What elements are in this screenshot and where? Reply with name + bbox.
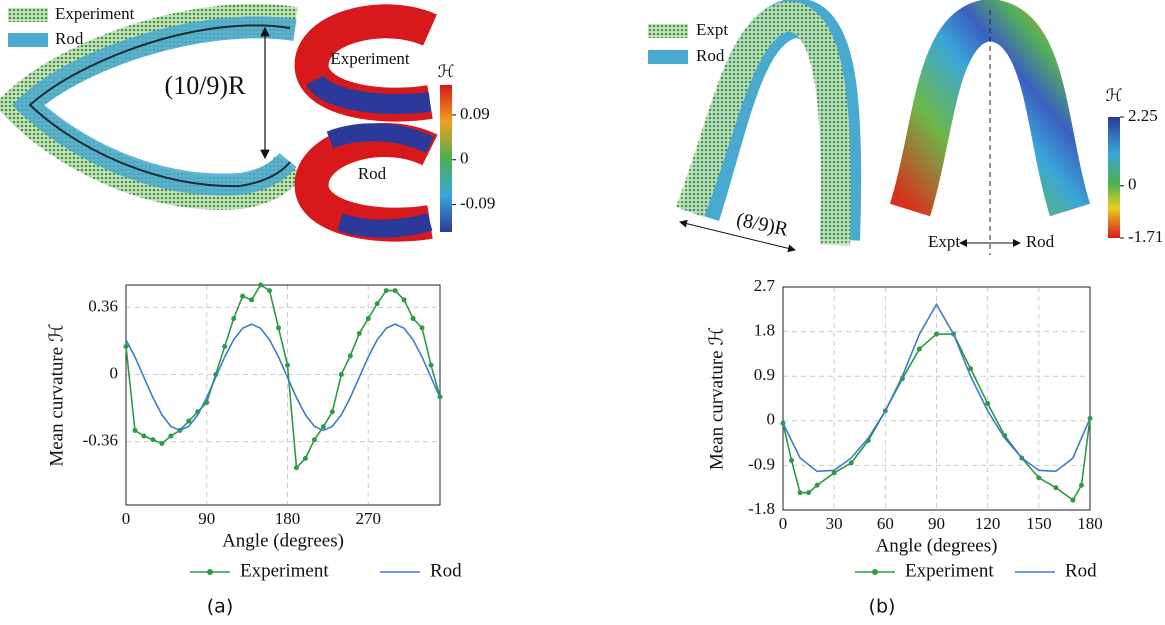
data-point: [798, 490, 803, 495]
data-point: [312, 437, 317, 442]
data-point: [258, 283, 263, 288]
y-tick-label: -1.8: [748, 499, 775, 518]
data-point: [429, 363, 434, 368]
data-point: [267, 288, 272, 293]
data-point: [294, 465, 299, 470]
x-axis-title: Angle (degrees): [222, 530, 344, 551]
data-point: [132, 428, 137, 433]
data-point: [321, 424, 326, 429]
legend-swatch: [207, 569, 213, 575]
y-tick-label: -0.36: [83, 431, 118, 450]
data-point: [303, 456, 308, 461]
legend-label: Rod: [696, 46, 725, 65]
panel-caption: (b): [869, 596, 896, 618]
dimension-label: (10/9)R: [165, 71, 247, 100]
x-tick-label: 90: [928, 514, 945, 533]
data-point: [934, 332, 939, 337]
data-point: [276, 325, 281, 330]
data-point: [917, 346, 922, 351]
colorbar-tick-label: -0.09: [460, 193, 495, 212]
data-point: [384, 288, 389, 293]
y-tick-label: -0.9: [748, 454, 775, 473]
legend-label: Experiment: [905, 560, 994, 581]
x-tick-label: 120: [975, 514, 1001, 533]
data-point: [1053, 485, 1058, 490]
data-point: [375, 301, 380, 306]
legend-label: Expt: [696, 20, 728, 39]
data-point: [1079, 483, 1084, 488]
x-tick-label: 150: [1026, 514, 1052, 533]
series-line: [126, 324, 440, 430]
data-point: [240, 294, 245, 299]
data-point: [411, 316, 416, 321]
y-tick-label: 2.7: [754, 276, 776, 295]
data-point: [789, 458, 794, 463]
x-tick-label: 60: [877, 514, 894, 533]
illustration-a: Experiment Rod (10/9)R Experiment Rod ℋ: [8, 4, 455, 232]
legend-label: Experiment: [240, 560, 329, 581]
data-point: [420, 325, 425, 330]
data-point: [150, 437, 155, 442]
data-point: [168, 434, 173, 439]
x-tick-label: 270: [355, 509, 381, 528]
y-tick-label: 0: [767, 410, 776, 429]
illustration-b: Expt Rod (8/9)R Expt Rod ℋ: [648, 10, 1123, 255]
x-tick-label: 180: [275, 509, 301, 528]
y-axis-title: Mean curvature ℋ: [46, 323, 67, 466]
x-tick-label: 30: [826, 514, 843, 533]
x-tick-label: 180: [1077, 514, 1103, 533]
data-point: [159, 441, 164, 446]
data-point: [348, 353, 353, 358]
x-tick-label: 90: [198, 509, 215, 528]
data-point: [985, 401, 990, 406]
data-point: [366, 316, 371, 321]
x-axis-title: Angle (degrees): [876, 535, 998, 556]
legend-label: Rod: [1065, 560, 1097, 581]
data-point: [330, 409, 335, 414]
y-axis-title: Mean curvature ℋ: [706, 327, 727, 470]
colorbar-label: ℋ: [438, 62, 455, 81]
data-point: [222, 344, 227, 349]
data-point: [231, 316, 236, 321]
data-point: [402, 297, 407, 302]
data-point: [285, 363, 290, 368]
colorbar-tick-label: -1.71: [1128, 227, 1163, 246]
data-point: [815, 483, 820, 488]
data-point: [849, 460, 854, 465]
data-point: [393, 288, 398, 293]
data-point: [1036, 475, 1041, 480]
legend-swatch: [872, 569, 878, 575]
data-point: [339, 372, 344, 377]
map-label: Rod: [358, 164, 387, 183]
side-label: Expt: [928, 232, 960, 251]
y-tick-label: 0.36: [88, 296, 118, 315]
data-point: [249, 297, 254, 302]
dimension-label: (8/9)R: [734, 208, 790, 241]
data-point: [357, 331, 362, 336]
colorbar-tick-label: 0.09: [460, 104, 490, 123]
side-label: Rod: [1026, 232, 1055, 251]
y-tick-label: 0: [110, 363, 119, 382]
legend-label: Experiment: [55, 4, 135, 23]
map-label: Experiment: [330, 49, 410, 68]
plot-frame: [126, 285, 440, 505]
colorbar-tick-label: 0: [1128, 175, 1137, 194]
figure: Experiment Rod (10/9)R Experiment Rod ℋ …: [0, 0, 1165, 625]
series-line: [126, 285, 440, 468]
y-tick-label: 0.9: [754, 365, 775, 384]
legend-label: Rod: [430, 560, 462, 581]
colorbar-tick-label: 2.25: [1128, 106, 1158, 125]
x-tick-label: 0: [122, 509, 131, 528]
data-point: [141, 434, 146, 439]
data-point: [806, 490, 811, 495]
panel-caption: (a): [207, 596, 233, 618]
colorbar-label: ℋ: [1106, 86, 1123, 105]
data-point: [1070, 498, 1075, 503]
legend-label: Rod: [55, 29, 84, 48]
colorbar-tick-label: 0: [460, 149, 469, 168]
x-tick-label: 0: [779, 514, 788, 533]
y-tick-label: 1.8: [754, 321, 775, 340]
